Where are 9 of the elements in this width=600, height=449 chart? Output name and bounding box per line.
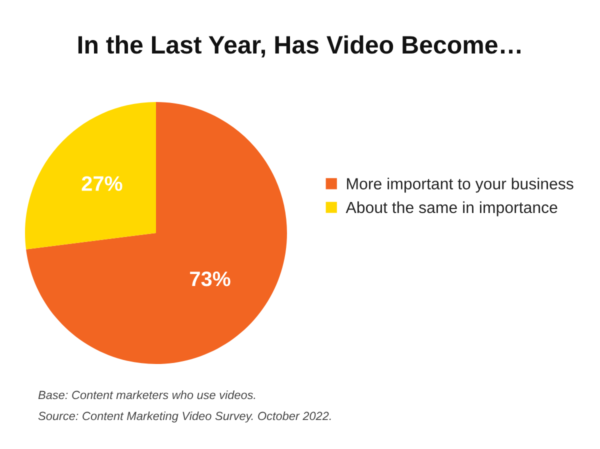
pie-slice xyxy=(26,102,287,364)
text: Base: Content marketers who use videos. xyxy=(38,390,256,400)
chart-title: In the Last Year, Has Video Become… xyxy=(78,35,520,58)
pie-slice xyxy=(25,102,156,250)
data-label: 27% xyxy=(82,176,122,191)
source-note: Source: Content Marketing Video Survey. October 2022. xyxy=(38,411,331,423)
legend-label: More important to your business xyxy=(347,178,574,193)
data-label: 73% xyxy=(190,271,230,286)
legend-label: About the same in importance xyxy=(346,201,558,216)
